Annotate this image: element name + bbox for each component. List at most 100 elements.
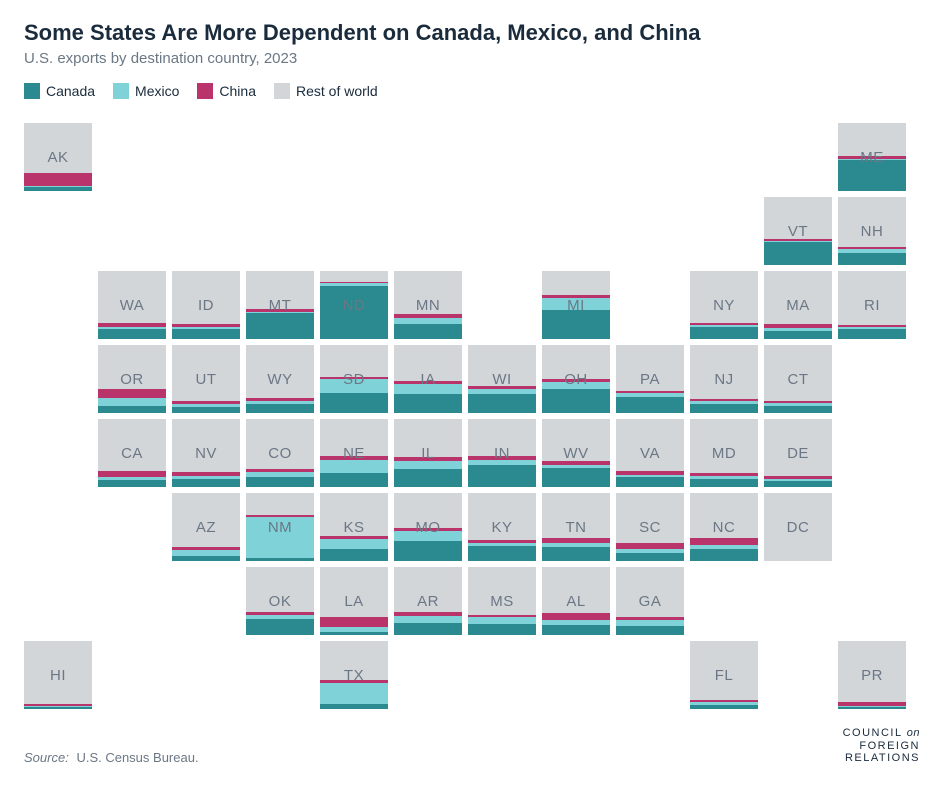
state-tile: ND — [320, 271, 388, 339]
state-label: FL — [690, 641, 758, 709]
state-tile: CO — [246, 419, 314, 487]
state-label: DC — [764, 493, 832, 561]
state-tile: KS — [320, 493, 388, 561]
legend-item: Mexico — [113, 83, 179, 99]
state-label: ND — [320, 271, 388, 339]
state-tile: NM — [246, 493, 314, 561]
state-label: VT — [764, 197, 832, 265]
logo-on: on — [907, 727, 920, 739]
state-tile: ID — [172, 271, 240, 339]
logo-line-1: COUNCIL — [843, 727, 903, 739]
state-label: NJ — [690, 345, 758, 413]
state-tile: NH — [838, 197, 906, 265]
legend: Canada Mexico China Rest of world — [24, 83, 920, 99]
source-line: Source: U.S. Census Bureau. — [24, 750, 199, 765]
tile-grid-map: AKMEVTNHWAIDMTNDMNMINYMARIORUTWYSDIAWIOH… — [24, 123, 920, 709]
chart-subtitle: U.S. exports by destination country, 202… — [24, 50, 920, 67]
state-tile: NY — [690, 271, 758, 339]
state-tile: WY — [246, 345, 314, 413]
legend-label: Canada — [46, 83, 95, 99]
legend-item: Canada — [24, 83, 95, 99]
state-label: MD — [690, 419, 758, 487]
state-label: CA — [98, 419, 166, 487]
state-tile: SD — [320, 345, 388, 413]
state-label: AZ — [172, 493, 240, 561]
state-label: MA — [764, 271, 832, 339]
state-label: NV — [172, 419, 240, 487]
state-label: MO — [394, 493, 462, 561]
state-tile: AL — [542, 567, 610, 635]
state-label: WI — [468, 345, 536, 413]
state-label: MT — [246, 271, 314, 339]
state-tile: FL — [690, 641, 758, 709]
state-label: AR — [394, 567, 462, 635]
state-label: WY — [246, 345, 314, 413]
state-label: CT — [764, 345, 832, 413]
state-label: LA — [320, 567, 388, 635]
legend-label: China — [219, 83, 256, 99]
logo-line-2: FOREIGN — [843, 740, 920, 753]
state-label: SD — [320, 345, 388, 413]
state-tile: NJ — [690, 345, 758, 413]
state-tile: DE — [764, 419, 832, 487]
state-label: OK — [246, 567, 314, 635]
state-tile: RI — [838, 271, 906, 339]
state-tile: IL — [394, 419, 462, 487]
state-tile: AR — [394, 567, 462, 635]
state-tile: VT — [764, 197, 832, 265]
state-label: KY — [468, 493, 536, 561]
state-label: AL — [542, 567, 610, 635]
state-tile: NV — [172, 419, 240, 487]
state-label: TN — [542, 493, 610, 561]
state-label: NY — [690, 271, 758, 339]
state-tile: OK — [246, 567, 314, 635]
publisher-logo: COUNCIL on FOREIGN RELATIONS — [843, 727, 920, 765]
state-label: PA — [616, 345, 684, 413]
legend-item: Rest of world — [274, 83, 378, 99]
legend-label: Rest of world — [296, 83, 378, 99]
state-label: MS — [468, 567, 536, 635]
state-label: WA — [98, 271, 166, 339]
state-label: ME — [838, 123, 906, 191]
state-label: IN — [468, 419, 536, 487]
state-label: MI — [542, 271, 610, 339]
source-value: U.S. Census Bureau. — [76, 750, 198, 765]
chart-title: Some States Are More Dependent on Canada… — [24, 20, 920, 46]
state-tile: NC — [690, 493, 758, 561]
state-tile: LA — [320, 567, 388, 635]
state-label: RI — [838, 271, 906, 339]
state-tile: MS — [468, 567, 536, 635]
state-tile: ME — [838, 123, 906, 191]
state-tile: PA — [616, 345, 684, 413]
state-tile: NE — [320, 419, 388, 487]
state-label: OR — [98, 345, 166, 413]
state-tile: SC — [616, 493, 684, 561]
state-tile: MO — [394, 493, 462, 561]
state-label: PR — [838, 641, 906, 709]
state-tile: CA — [98, 419, 166, 487]
state-tile: WV — [542, 419, 610, 487]
state-tile: MD — [690, 419, 758, 487]
state-tile: HI — [24, 641, 92, 709]
state-label: IL — [394, 419, 462, 487]
state-label: DE — [764, 419, 832, 487]
state-tile: OR — [98, 345, 166, 413]
state-tile: IN — [468, 419, 536, 487]
state-label: UT — [172, 345, 240, 413]
state-label: HI — [24, 641, 92, 709]
state-tile: UT — [172, 345, 240, 413]
logo-line-3: RELATIONS — [843, 752, 920, 765]
state-label: IA — [394, 345, 462, 413]
state-label: NE — [320, 419, 388, 487]
state-label: NH — [838, 197, 906, 265]
chart-footer: Source: U.S. Census Bureau. COUNCIL on F… — [24, 727, 920, 765]
state-label: VA — [616, 419, 684, 487]
state-tile: WI — [468, 345, 536, 413]
state-tile: AZ — [172, 493, 240, 561]
legend-swatch — [24, 83, 40, 99]
state-label: OH — [542, 345, 610, 413]
state-tile: AK — [24, 123, 92, 191]
state-label: WV — [542, 419, 610, 487]
state-tile: MA — [764, 271, 832, 339]
state-label: KS — [320, 493, 388, 561]
